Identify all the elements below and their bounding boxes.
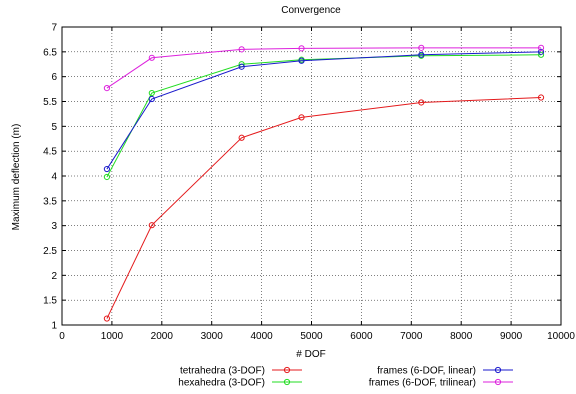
data-point [238, 63, 245, 70]
series-line [106, 97, 542, 319]
x-axis-label: # DOF [296, 349, 325, 360]
axes: 0 1000 2000 3000 4000 5000 6000 7000 8000 9000 100… [43, 23, 575, 343]
x-tick-label: 8000 [450, 331, 473, 342]
x-tick-label: 2000 [151, 331, 174, 342]
legend-label: frames (6-DOF, linear) [377, 366, 476, 377]
y-tick-label: 5.5 [43, 97, 57, 108]
legend-label: tetrahedra (3-DOF) [180, 366, 265, 377]
data-point [148, 222, 155, 229]
x-tick-label: 1000 [101, 331, 124, 342]
y-tick-label: 1.5 [43, 296, 57, 307]
legend-marker [494, 366, 502, 374]
y-tick-label: 2 [51, 271, 57, 282]
data-point [418, 99, 425, 106]
series-line [106, 54, 542, 178]
legend-label: hexahedra (3-DOF) [178, 378, 265, 389]
series-line [106, 51, 542, 170]
data-point [103, 165, 111, 173]
series-line [106, 47, 542, 89]
data-point [148, 54, 155, 61]
legend-marker [283, 366, 291, 374]
x-tick-label: 3000 [201, 331, 224, 342]
data-point [148, 89, 155, 97]
y-tick-label: 6.5 [43, 47, 57, 58]
data-point [537, 94, 545, 101]
legend: tetrahedra (3-DOF)hexahedra (3-DOF) frame… [178, 366, 513, 389]
y-tick-label: 2.5 [43, 246, 57, 257]
data-point [148, 95, 155, 103]
data-point [298, 45, 305, 52]
data-point [103, 315, 111, 322]
x-tick-label: 5000 [300, 331, 323, 342]
data-point [298, 114, 305, 121]
y-tick-label: 5 [51, 122, 57, 133]
x-tick-label: 9000 [500, 331, 523, 342]
y-tick-label: 3.5 [43, 196, 57, 207]
data-point [537, 44, 545, 51]
legend-marker [494, 378, 502, 386]
x-tick-label: 7000 [400, 331, 423, 342]
chart-title: Convergence [281, 5, 341, 16]
data-point [103, 173, 111, 181]
data-point [238, 46, 245, 53]
series-layer [103, 44, 545, 322]
x-tick-label: 0 [59, 331, 65, 342]
legend-marker [283, 378, 291, 386]
data-point [238, 134, 245, 141]
y-tick-label: 4 [51, 172, 57, 183]
x-tick-label: 6000 [350, 331, 373, 342]
y-axis-label: Maximum deflection (m) [11, 124, 22, 231]
data-point [418, 51, 425, 58]
y-tick-label: 7 [51, 23, 57, 34]
legend-label: frames (6-DOF, trilinear) [369, 378, 476, 389]
y-tick-label: 6 [51, 72, 57, 83]
data-point [418, 44, 425, 51]
y-tick-label: 4.5 [43, 147, 57, 158]
y-tick-label: 1 [51, 321, 57, 332]
data-point [103, 84, 111, 92]
x-tick-label: 4000 [250, 331, 273, 342]
y-tick-label: 3 [51, 221, 57, 232]
grid-lines [62, 27, 561, 325]
data-point [298, 57, 305, 64]
x-tick-label: 10000 [547, 331, 575, 342]
data-point [537, 48, 545, 55]
